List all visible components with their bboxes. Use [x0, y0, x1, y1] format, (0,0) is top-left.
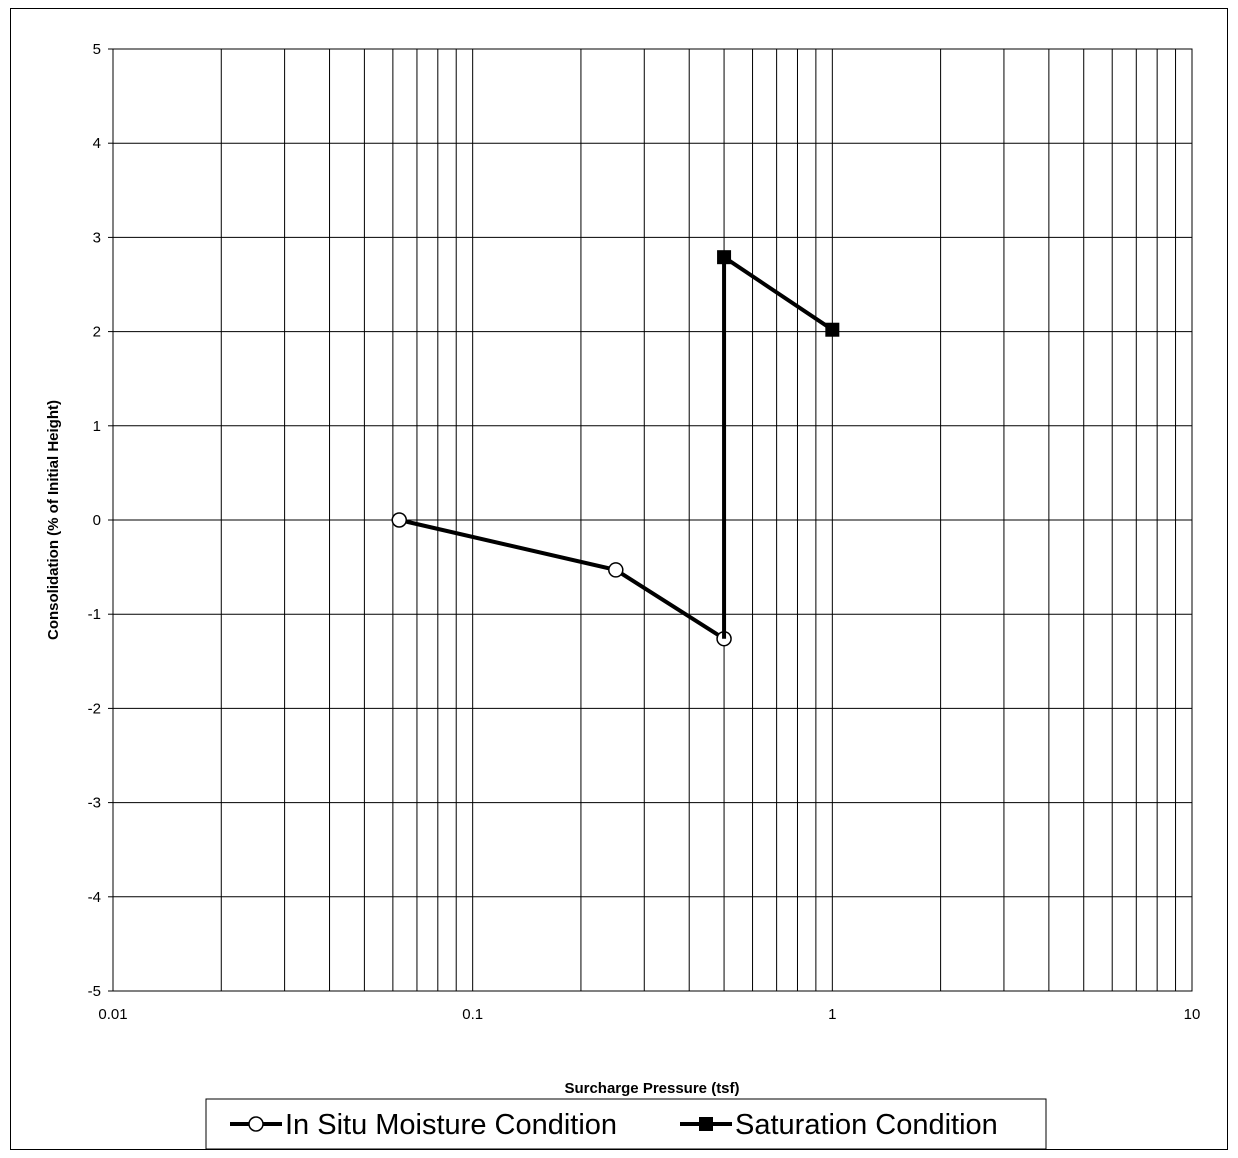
y-tick-label: 5 — [93, 41, 101, 58]
series-layer — [391, 250, 840, 647]
grid — [108, 48, 1193, 992]
y-tick-label: 2 — [93, 324, 101, 341]
legend-label-in-situ: In Situ Moisture Condition — [285, 1109, 617, 1141]
y-tick-label: 3 — [93, 229, 101, 246]
legend-marker-in-situ — [248, 1116, 264, 1132]
plot-area-border — [112, 48, 1193, 992]
x-tick-label: 0.01 — [98, 1006, 127, 1023]
y-tick-label: 0 — [93, 512, 101, 529]
data-point — [608, 562, 624, 578]
legend-marker-saturation — [699, 1117, 713, 1131]
x-tick-label: 1 — [828, 1006, 836, 1023]
x-tick-labels: 0.01 0.1 1 10 — [98, 1006, 1200, 1023]
y-tick-label: 4 — [93, 135, 101, 152]
y-tick-label: -4 — [88, 889, 101, 906]
legend: In Situ Moisture Condition Saturation Con… — [205, 1098, 1047, 1150]
y-tick-label: -1 — [88, 606, 101, 623]
y-tick-label: -5 — [88, 983, 101, 1000]
x-tick-label: 0.1 — [462, 1006, 483, 1023]
series-in-situ — [391, 512, 732, 647]
y-tick-labels: 5 4 3 2 1 0 -1 -2 -3 -4 -5 — [88, 41, 101, 1000]
series-line — [398, 518, 726, 641]
y-axis-title: Consolidation (% of Initial Height) — [45, 400, 62, 640]
legend-label-saturation: Saturation Condition — [735, 1109, 998, 1141]
x-tick-label: 10 — [1184, 1006, 1201, 1023]
legend-box — [205, 1098, 1047, 1150]
y-tick-label: -3 — [88, 795, 101, 812]
series-saturation — [717, 250, 840, 639]
chart-frame — [10, 8, 1228, 1150]
y-tick-label: 1 — [93, 418, 101, 435]
y-tick-label: -2 — [88, 700, 101, 717]
data-point — [717, 250, 732, 265]
x-axis-title: Surcharge Pressure (tsf) — [564, 1080, 739, 1097]
data-point — [391, 512, 408, 528]
data-point — [825, 322, 840, 337]
